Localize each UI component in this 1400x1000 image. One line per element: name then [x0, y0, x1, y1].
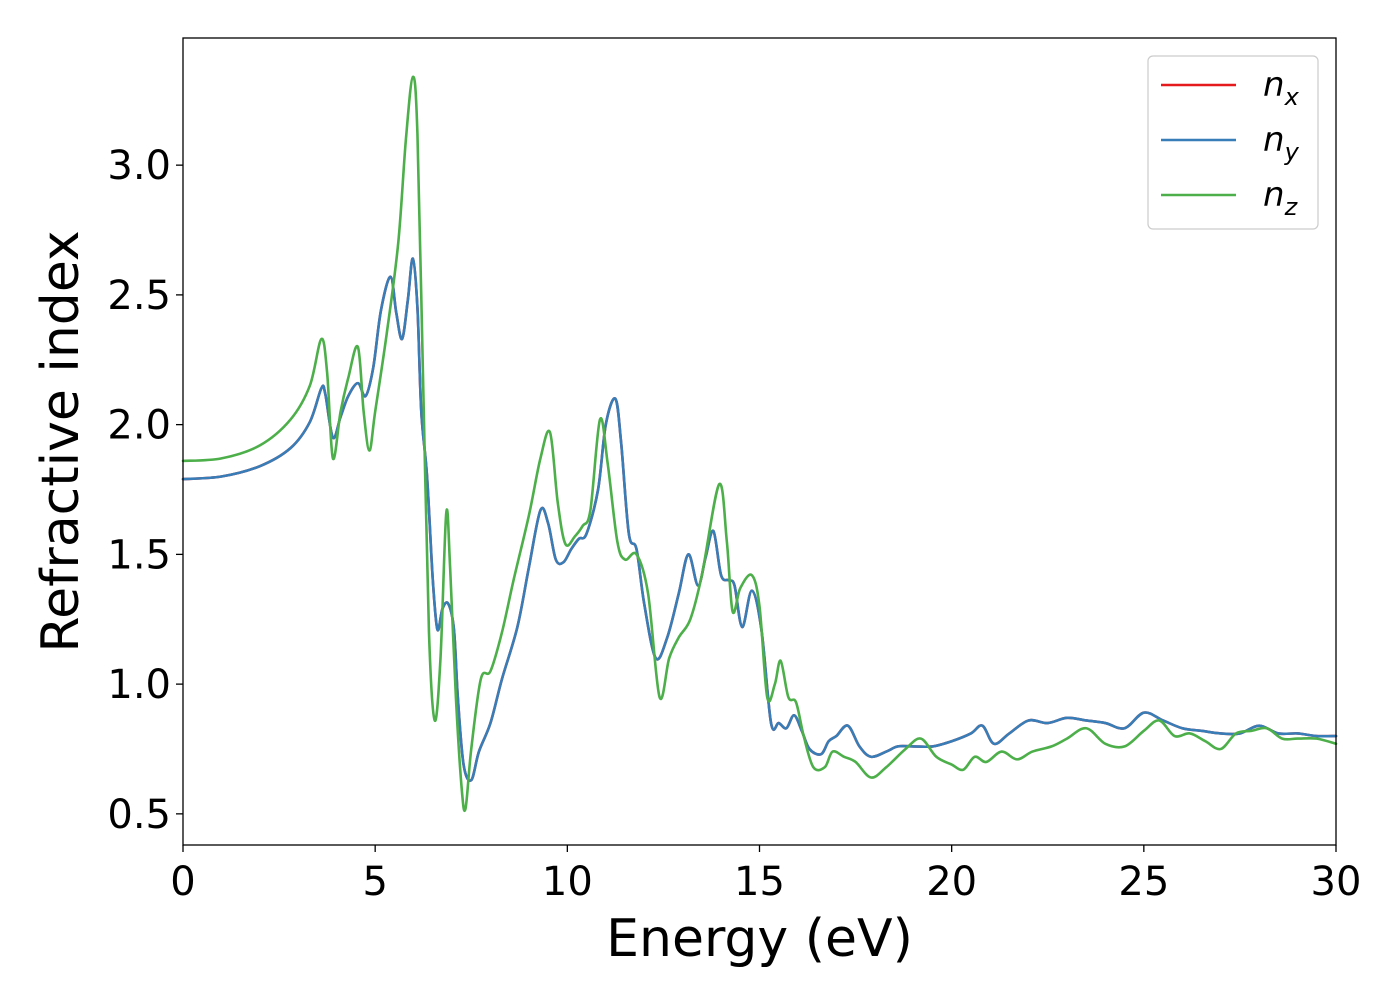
x-tick-label: 5: [362, 859, 387, 905]
y-axis-label: Refractive index: [31, 230, 91, 652]
x-tick-label: 30: [1311, 859, 1362, 905]
y-tick-label: 2.0: [107, 403, 171, 449]
legend-label-n-z: nz: [1263, 175, 1299, 221]
series-layer: [181, 75, 1338, 813]
legend-label-n-y: ny: [1263, 120, 1300, 166]
series-line-n-z: [181, 75, 1338, 813]
legend-box: [1147, 55, 1319, 230]
y-tick-label: 3.0: [107, 143, 171, 189]
x-tick-label: 25: [1118, 859, 1169, 905]
x-tick-label: 0: [170, 859, 195, 905]
x-tick-label: 20: [926, 859, 977, 905]
x-axis-label: Energy (eV): [606, 909, 913, 969]
y-tick-label: 0.5: [107, 792, 171, 838]
x-axis: 0 5 10 15 20 25 30: [170, 845, 1361, 905]
y-tick-label: 1.0: [107, 662, 171, 708]
y-tick-label: 2.5: [107, 273, 171, 319]
y-axis: 0.5 1.0 1.5 2.0 2.5 3.0: [107, 143, 183, 838]
legend: nx ny nz: [1147, 55, 1319, 230]
plot-area: [181, 37, 1338, 846]
y-tick-label: 1.5: [107, 532, 171, 578]
legend-label-n-x: nx: [1263, 65, 1300, 111]
x-tick-label: 15: [734, 859, 785, 905]
x-tick-label: 10: [542, 859, 593, 905]
